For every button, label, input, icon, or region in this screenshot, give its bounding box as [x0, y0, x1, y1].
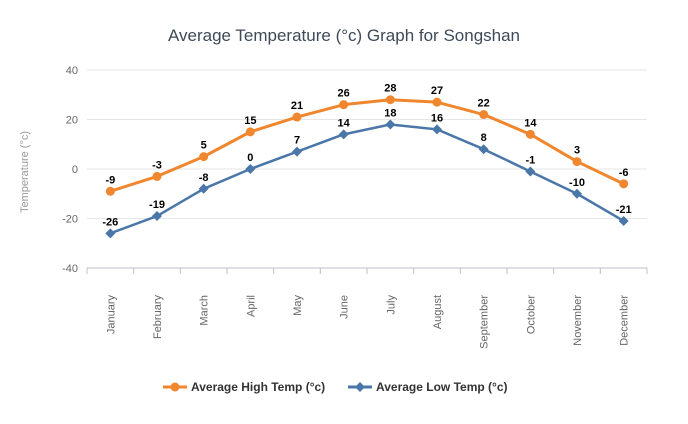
- data-label: 27: [431, 85, 443, 97]
- data-point-marker: [432, 124, 442, 135]
- legend-marker-circle-icon: [170, 382, 180, 392]
- data-label: -26: [102, 216, 118, 228]
- x-tick-label-february: February: [152, 295, 164, 340]
- data-label: 7: [294, 135, 300, 147]
- data-point-marker: [478, 144, 489, 155]
- x-tick-label-september: September: [479, 295, 491, 349]
- data-label: 28: [384, 83, 396, 95]
- x-tick-label-october: October: [525, 295, 537, 334]
- y-tick-label: 0: [72, 164, 78, 176]
- data-point-marker: [245, 164, 256, 174]
- series-average-low-temp: -26 -19 -8 0 7 14 18 16 8 -1 -10 -21: [102, 107, 632, 239]
- y-tick-label: 20: [66, 115, 78, 127]
- data-label: -3: [152, 159, 162, 171]
- data-label: 15: [244, 115, 256, 127]
- x-tick-label-july: July: [385, 295, 397, 315]
- y-axis-tick-labels: 40 20 0 -20 -40: [62, 65, 78, 275]
- data-point-marker: [152, 171, 162, 181]
- data-label: -6: [619, 167, 629, 179]
- data-point-marker: [292, 112, 302, 122]
- x-tick-label-august: August: [432, 295, 444, 329]
- x-tick-label-december: December: [619, 295, 631, 346]
- data-point-marker: [152, 211, 162, 222]
- data-label: 0: [247, 152, 253, 164]
- y-axis-title: Temperature (°c): [19, 131, 31, 213]
- data-point-marker: [572, 157, 582, 167]
- data-point-marker: [525, 129, 535, 139]
- data-point-marker: [618, 215, 629, 226]
- series-average-high-temp: -9 -3 5 15 21 26 28 27 22 14 3 -6: [105, 83, 629, 196]
- y-tick-label: 40: [66, 65, 78, 77]
- data-point-marker: [292, 146, 302, 157]
- data-label: 16: [431, 112, 443, 124]
- legend-label: Average Low Temp (°c): [376, 380, 508, 394]
- data-label: -1: [525, 154, 535, 166]
- data-point-marker: [199, 152, 209, 162]
- data-label: -10: [569, 177, 585, 189]
- series-line: [109, 123, 625, 235]
- data-point-marker: [339, 100, 349, 110]
- x-tick-label-may: May: [292, 295, 304, 316]
- x-tick-label-april: April: [245, 295, 257, 317]
- data-point-marker: [572, 188, 582, 199]
- legend: Average High Temp (°c) Average Low Temp (…: [163, 380, 508, 394]
- legend-item-average-low[interactable]: Average Low Temp (°c): [348, 380, 508, 394]
- data-label: 18: [384, 107, 396, 119]
- data-point-marker: [245, 127, 255, 137]
- data-label: 3: [574, 145, 580, 157]
- data-label: 22: [478, 98, 490, 110]
- data-point-marker: [105, 228, 116, 239]
- data-point-marker: [198, 183, 209, 194]
- data-label: 8: [481, 132, 487, 144]
- data-label: -21: [616, 204, 632, 216]
- data-point-marker: [338, 129, 349, 140]
- legend-marker-diamond-icon: [355, 382, 365, 392]
- x-axis-month-labels: January February March April May June July Augu…: [105, 295, 630, 349]
- data-label: 14: [338, 117, 351, 129]
- x-tick-label-november: November: [572, 295, 584, 346]
- y-tick-label: -20: [62, 214, 78, 226]
- data-point-marker: [385, 95, 395, 105]
- chart-title: Average Temperature (°c) Graph for Songs…: [168, 26, 520, 45]
- x-axis: [86, 267, 648, 274]
- data-label: -8: [199, 172, 209, 184]
- data-point-marker: [385, 119, 396, 130]
- data-point-marker: [619, 179, 629, 189]
- data-label: -19: [149, 199, 165, 211]
- x-tick-label-march: March: [199, 295, 211, 326]
- data-label: 21: [291, 100, 303, 112]
- data-point-marker: [105, 186, 115, 196]
- x-tick-label-january: January: [105, 295, 117, 335]
- y-tick-label: -40: [62, 263, 78, 275]
- x-tick-label-june: June: [339, 295, 351, 319]
- data-point-marker: [525, 166, 536, 177]
- legend-item-average-high[interactable]: Average High Temp (°c): [163, 380, 325, 394]
- gridlines: [87, 69, 647, 219]
- data-point-marker: [432, 97, 442, 107]
- data-label: 26: [338, 88, 350, 100]
- series-line: [109, 98, 625, 193]
- data-label: 5: [201, 140, 207, 152]
- data-point-marker: [479, 110, 489, 120]
- legend-label: Average High Temp (°c): [191, 380, 325, 394]
- data-label: 14: [524, 117, 537, 129]
- data-label: -9: [105, 174, 115, 186]
